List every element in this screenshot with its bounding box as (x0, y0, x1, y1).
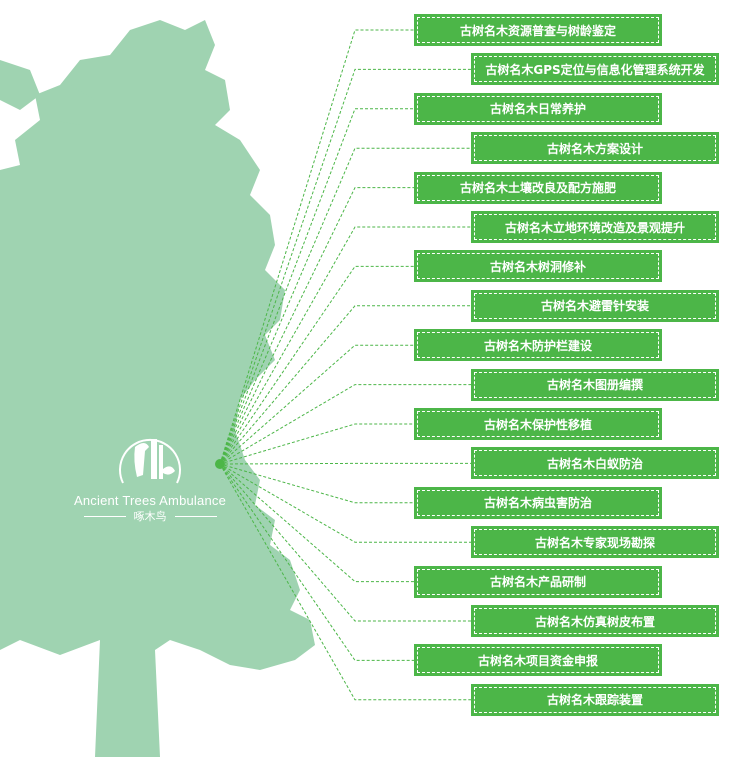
service-label: 古树名木白蚁防治 (474, 450, 716, 477)
connector-line (219, 108, 414, 465)
woodpecker-icon (119, 439, 181, 484)
service-label: 古树名木方案设计 (474, 135, 716, 162)
service-box: 古树名木图册编撰 (471, 368, 719, 401)
service-box: 古树名木树洞修补 (414, 250, 662, 283)
connector-line (219, 463, 471, 622)
service-box: 古树名木产品研制 (414, 565, 662, 598)
service-label: 古树名木土壤改良及配方施肥 (417, 174, 659, 201)
connector-line (219, 463, 471, 543)
service-box: 古树名木专家现场勘探 (471, 526, 719, 559)
connector-line (219, 463, 414, 504)
connector-line (219, 463, 414, 661)
service-label: 古树名木避雷针安装 (474, 292, 716, 319)
service-box: 古树名木项目资金申报 (414, 644, 662, 677)
service-box: 古树名木资源普查与树龄鉴定 (414, 14, 662, 46)
service-box: 古树名木仿真树皮布置 (471, 605, 719, 637)
logo-name-en: Ancient Trees Ambulance (73, 493, 227, 508)
service-label: 古树名木立地环境改造及景观提升 (474, 214, 716, 240)
connector-line (219, 226, 471, 465)
connector-line (219, 68, 471, 465)
origin-node (215, 459, 225, 469)
connector-line (219, 305, 471, 465)
service-label: 古树名木树洞修补 (417, 253, 659, 280)
connector-line (219, 29, 414, 465)
service-box: 古树名木GPS定位与信息化管理系统开发 (471, 53, 719, 86)
logo: Ancient Trees Ambulance 啄木鸟 (62, 425, 238, 524)
connector-line (219, 463, 471, 701)
service-label: 古树名木项目资金申报 (417, 647, 659, 674)
service-box: 古树名木保护性移植 (414, 408, 662, 440)
service-box: 古树名木日常养护 (414, 92, 662, 125)
connector-lines (219, 29, 471, 701)
logo-name-cn: 啄木鸟 (133, 510, 167, 523)
service-box: 古树名木土壤改良及配方施肥 (414, 171, 662, 204)
service-box: 古树名木避雷针安装 (471, 289, 719, 322)
service-label: 古树名木图册编撰 (474, 371, 716, 398)
service-label: 古树名木专家现场勘探 (474, 529, 716, 556)
service-label: 古树名木日常养护 (417, 95, 659, 122)
service-box: 古树名木方案设计 (471, 132, 719, 165)
service-box: 古树名木防护栏建设 (414, 329, 662, 362)
service-label: 古树名木病虫害防治 (417, 489, 659, 516)
service-box: 古树名木白蚁防治 (471, 447, 719, 480)
connector-line (219, 147, 471, 465)
service-label: 古树名木防护栏建设 (417, 332, 659, 359)
connector-line (219, 187, 414, 465)
service-box: 古树名木病虫害防治 (414, 486, 662, 519)
connector-line (219, 384, 471, 465)
service-label: 古树名木产品研制 (417, 568, 659, 595)
connector-line (219, 423, 414, 465)
service-label: 古树名木保护性移植 (417, 411, 659, 437)
service-label: 古树名木仿真树皮布置 (474, 608, 716, 634)
service-label: 古树名木GPS定位与信息化管理系统开发 (474, 56, 716, 83)
tree-silhouette (0, 20, 315, 757)
connector-line (219, 462, 471, 465)
service-label: 古树名木资源普查与树龄鉴定 (417, 17, 659, 43)
service-box: 古树名木跟踪装置 (471, 683, 719, 716)
service-box: 古树名木立地环境改造及景观提升 (471, 211, 719, 243)
service-label: 古树名木跟踪装置 (474, 686, 716, 713)
